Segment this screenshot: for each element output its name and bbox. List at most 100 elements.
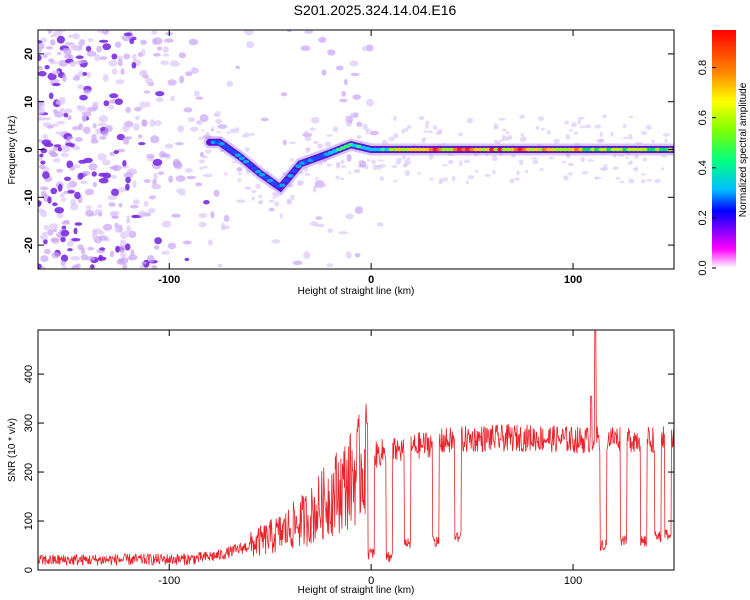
noise-blob: [244, 30, 254, 36]
noise-blob: [628, 116, 634, 119]
noise-blob: [54, 207, 64, 214]
colorbar-tick-label: 0.6: [697, 110, 709, 125]
noise-blob: [345, 213, 354, 220]
noise-blob: [427, 130, 434, 134]
noise-blob: [109, 93, 119, 99]
spectrogram-xlabel: Height of straight line (km): [298, 286, 415, 297]
noise-blob: [459, 160, 463, 167]
noise-blob: [125, 183, 130, 191]
noise-blob: [39, 210, 48, 218]
noise-blob: [134, 106, 142, 112]
noise-blob: [98, 115, 108, 123]
noise-blob: [118, 202, 123, 208]
noise-blob: [63, 112, 69, 118]
noise-blob: [188, 38, 199, 46]
noise-blob: [162, 46, 169, 53]
noise-blob: [236, 168, 243, 172]
ridge-peak: [291, 169, 298, 173]
noise-blob: [108, 59, 118, 67]
noise-blob: [199, 167, 204, 170]
noise-blob: [274, 201, 280, 207]
noise-blob: [535, 125, 540, 130]
noise-blob: [388, 136, 395, 142]
chart-title: S201.2025.324.14.04.E16: [293, 2, 457, 18]
noise-blob: [553, 138, 560, 144]
noise-blob: [451, 175, 456, 182]
noise-blob: [170, 95, 175, 102]
noise-blob: [372, 164, 378, 171]
noise-blob: [599, 131, 603, 138]
noise-blob: [41, 139, 52, 146]
noise-blob: [195, 182, 203, 187]
noise-blob: [634, 154, 639, 159]
ridge-peak: [230, 150, 237, 155]
noise-blob: [85, 45, 92, 52]
noise-blob: [493, 123, 498, 129]
noise-blob: [45, 46, 54, 50]
noise-blob: [48, 223, 59, 230]
noise-blob: [151, 264, 158, 269]
noise-blob: [519, 114, 525, 119]
noise-blob: [111, 68, 118, 75]
noise-blob: [303, 130, 309, 134]
y-tick-label: 300: [23, 414, 35, 432]
noise-blob: [111, 174, 117, 179]
noise-blob: [348, 171, 352, 175]
noise-blob: [84, 188, 94, 196]
noise-blob: [98, 177, 109, 184]
noise-blob: [130, 249, 135, 257]
noise-blob: [393, 115, 397, 122]
noise-blob: [335, 161, 341, 167]
noise-blob: [537, 116, 545, 122]
noise-blob: [300, 45, 311, 51]
noise-blob: [123, 32, 132, 37]
noise-blob: [340, 165, 347, 169]
noise-blob: [126, 220, 131, 224]
noise-blob: [466, 117, 474, 124]
y-tick-label: 100: [23, 512, 35, 530]
noise-blob: [131, 62, 137, 69]
noise-blob: [87, 38, 94, 42]
noise-blob: [167, 79, 177, 86]
noise-blob: [226, 80, 234, 87]
y-tick-label: 20: [23, 48, 35, 60]
noise-blob: [117, 245, 126, 254]
noise-blob: [69, 143, 75, 148]
noise-blob: [161, 153, 170, 158]
noise-blob: [135, 115, 140, 120]
noise-blob: [70, 256, 81, 261]
noise-blob: [210, 128, 214, 132]
noise-blob: [140, 39, 148, 45]
noise-blob: [540, 127, 545, 131]
noise-blob: [60, 236, 66, 243]
noise-blob: [72, 75, 80, 81]
noise-blob: [99, 56, 108, 60]
noise-blob: [102, 159, 111, 166]
noise-blob: [67, 115, 72, 121]
noise-blob: [581, 171, 589, 175]
noise-blob: [198, 159, 206, 164]
noise-blob: [567, 172, 573, 176]
ridge-peak: [226, 147, 233, 152]
noise-blob: [498, 117, 506, 121]
noise-blob: [153, 52, 161, 57]
noise-blob: [155, 91, 165, 97]
noise-blob: [53, 144, 62, 148]
noise-blob: [58, 107, 65, 115]
noise-blob: [366, 158, 371, 162]
noise-blob: [77, 172, 84, 180]
noise-blob: [625, 156, 629, 160]
noise-blob: [303, 251, 311, 259]
noise-blob: [77, 40, 83, 47]
noise-blob: [71, 238, 81, 242]
noise-blob: [80, 247, 86, 255]
noise-blob: [97, 153, 107, 161]
colorbar: 0.0 0.2 0.4 0.6 0.8 Normalized spectral ampl…: [697, 30, 749, 276]
snr-frame: [37, 329, 675, 571]
noise-blob: [626, 137, 634, 140]
noise-blob: [441, 164, 449, 167]
noise-blob: [502, 128, 507, 132]
noise-blob: [279, 213, 283, 219]
noise-blob: [60, 229, 70, 237]
noise-blob: [205, 131, 210, 136]
